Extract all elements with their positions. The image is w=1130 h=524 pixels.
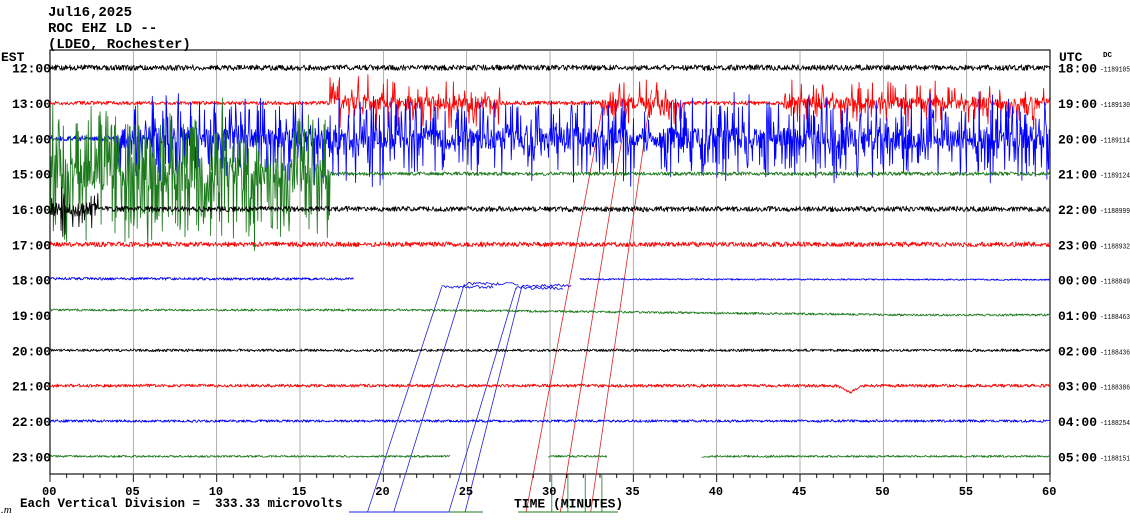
svg-text:-1189130: -1189130 xyxy=(1100,102,1130,110)
svg-text:04:00: 04:00 xyxy=(1058,415,1097,430)
svg-text:21:00: 21:00 xyxy=(12,380,51,395)
svg-text:18:00: 18:00 xyxy=(1058,62,1097,77)
svg-text:15:00: 15:00 xyxy=(12,168,51,183)
svg-text:50: 50 xyxy=(875,485,889,499)
svg-text:20:00: 20:00 xyxy=(12,344,51,359)
svg-text:18:00: 18:00 xyxy=(12,274,51,289)
svg-text:40: 40 xyxy=(709,485,723,499)
svg-text:16:00: 16:00 xyxy=(12,203,51,218)
svg-text:13:00: 13:00 xyxy=(12,97,51,112)
svg-text:01:00: 01:00 xyxy=(1058,309,1097,324)
svg-text:55: 55 xyxy=(959,485,973,499)
svg-text:-1188386: -1188386 xyxy=(1100,385,1130,393)
svg-text:Jul16,2025: Jul16,2025 xyxy=(48,5,132,21)
svg-text:12:00: 12:00 xyxy=(12,62,51,77)
svg-text:22:00: 22:00 xyxy=(12,415,51,430)
svg-text:25: 25 xyxy=(459,485,473,499)
svg-text:DC: DC xyxy=(1103,52,1113,60)
svg-text:05:00: 05:00 xyxy=(1058,450,1097,465)
svg-text:60: 60 xyxy=(1042,485,1056,499)
svg-text:-1188254: -1188254 xyxy=(1100,420,1130,428)
svg-text:(LDEO, Rochester): (LDEO, Rochester) xyxy=(48,37,191,53)
svg-text:19:00: 19:00 xyxy=(1058,97,1097,112)
svg-text:-1189114: -1189114 xyxy=(1100,137,1130,145)
svg-text:Each Vertical Division = 333.: Each Vertical Division = 333.33 microvol… xyxy=(20,497,343,511)
svg-text:17:00: 17:00 xyxy=(12,238,51,253)
svg-text:-1188932: -1188932 xyxy=(1100,243,1130,251)
svg-text:20:00: 20:00 xyxy=(1058,132,1097,147)
svg-text:02:00: 02:00 xyxy=(1058,344,1097,359)
svg-text:20: 20 xyxy=(375,485,389,499)
svg-text:-1188999: -1188999 xyxy=(1100,208,1130,216)
svg-text:TIME (MINUTES): TIME (MINUTES) xyxy=(514,497,623,512)
svg-text:-1189124: -1189124 xyxy=(1100,173,1130,181)
svg-text:19:00: 19:00 xyxy=(12,309,51,324)
svg-text:ROC EHZ LD --: ROC EHZ LD -- xyxy=(48,21,157,37)
svg-text:22:00: 22:00 xyxy=(1058,203,1097,218)
svg-text:45: 45 xyxy=(792,485,806,499)
svg-text:23:00: 23:00 xyxy=(1058,238,1097,253)
svg-text:-1189105: -1189105 xyxy=(1100,67,1130,75)
svg-text:14:00: 14:00 xyxy=(12,132,51,147)
svg-text:23:00: 23:00 xyxy=(12,450,51,465)
svg-text:35: 35 xyxy=(625,485,639,499)
svg-text:21:00: 21:00 xyxy=(1058,168,1097,183)
svg-text:-1188436: -1188436 xyxy=(1100,349,1130,357)
svg-text:-1188849: -1188849 xyxy=(1100,279,1130,287)
svg-text:.m: .m xyxy=(1,504,12,516)
svg-text:-1188463: -1188463 xyxy=(1100,314,1130,322)
svg-text:00:00: 00:00 xyxy=(1058,274,1097,289)
svg-text:03:00: 03:00 xyxy=(1058,380,1097,395)
svg-text:-1188151: -1188151 xyxy=(1100,455,1130,463)
